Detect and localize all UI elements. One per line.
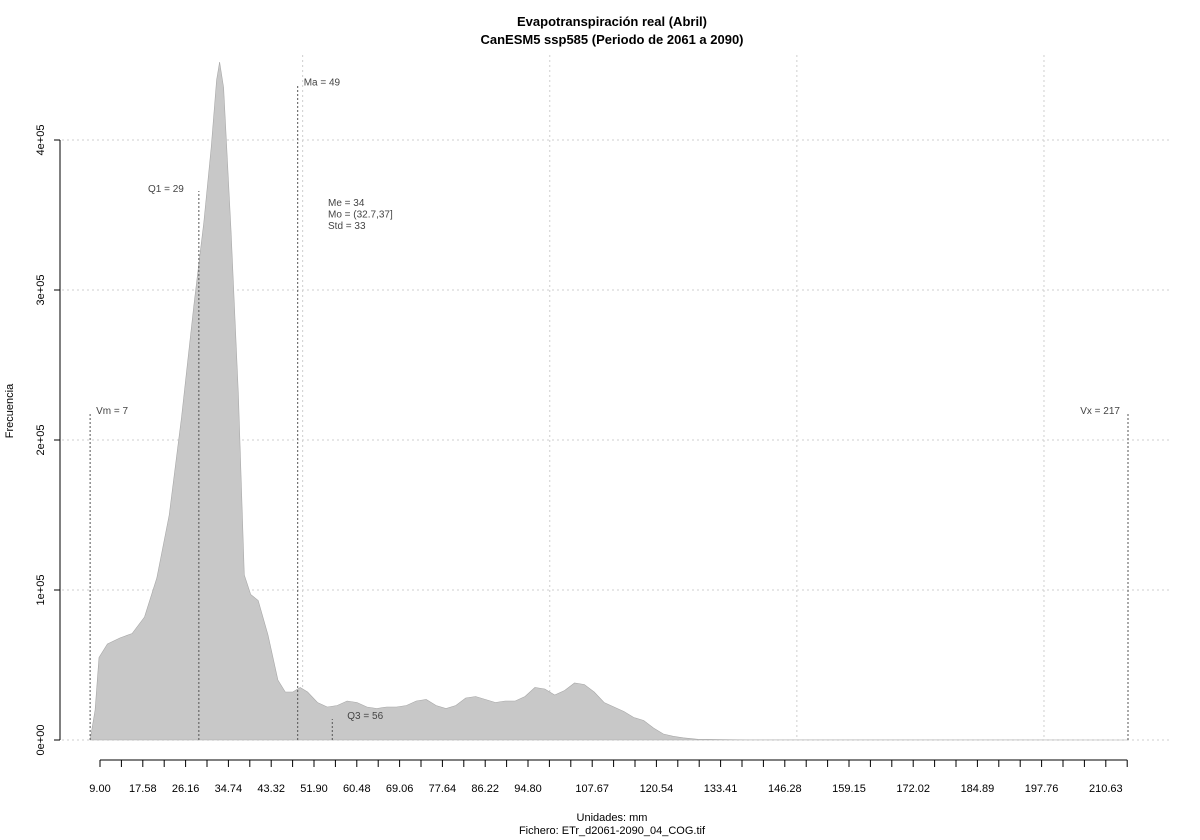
- x-tick-label: 172.02: [896, 783, 930, 795]
- x-tick-label: 9.00: [89, 783, 110, 795]
- x-tick-label: 107.67: [575, 783, 609, 795]
- y-tick-label: 3e+05: [35, 275, 47, 306]
- marker-label: Vm = 7: [96, 406, 128, 417]
- file-name-footer: Fichero: ETr_d2061-2090_04_COG.tif: [519, 825, 706, 837]
- y-tick-label: 2e+05: [35, 425, 47, 456]
- x-tick-label: 210.63: [1089, 783, 1123, 795]
- density-series: [89, 61, 1129, 741]
- y-tick-label: 4e+05: [35, 125, 47, 156]
- x-tick-label: 94.80: [514, 783, 542, 795]
- y-tick-label: 0e+00: [35, 725, 47, 756]
- x-tick-label: 43.32: [257, 783, 285, 795]
- stat-line: Mo = (32.7,37]: [328, 210, 393, 221]
- stat-line: Me = 34: [328, 198, 365, 209]
- marker-label: Vx = 217: [1080, 406, 1120, 417]
- x-tick-label: 159.15: [832, 783, 866, 795]
- x-tick-label: 34.74: [215, 783, 243, 795]
- y-axis: 0e+00 1e+05 2e+05 3e+05 4e+05: [35, 125, 61, 756]
- x-tick-label: 184.89: [961, 783, 995, 795]
- chart-subtitle: CanESM5 ssp585 (Periodo de 2061 a 2090): [480, 32, 743, 47]
- grid-lines: [62, 55, 1170, 741]
- y-axis-label: Frecuencia: [4, 383, 16, 438]
- x-tick-label: 120.54: [640, 783, 674, 795]
- x-axis: 9.00 17.58 26.16 34.74 43.32 51.90 60.48 69.06 7…: [89, 759, 1128, 795]
- stat-line: Std = 33: [328, 221, 366, 232]
- x-tick-label: 69.06: [386, 783, 414, 795]
- x-tick-label: 60.48: [343, 783, 371, 795]
- statistic-markers: Vm = 7 Q1 = 29 Ma = 49 Q3 = 56 Vx = 217: [89, 78, 1129, 740]
- x-tick-label: 197.76: [1025, 783, 1059, 795]
- y-tick-label: 1e+05: [35, 575, 47, 606]
- marker-label: Ma = 49: [304, 78, 341, 89]
- x-axis-label: Unidades: mm: [577, 812, 648, 824]
- x-tick-label: 51.90: [300, 783, 328, 795]
- marker-label: Q3 = 56: [347, 711, 383, 722]
- x-tick-label: 17.58: [129, 783, 157, 795]
- density-area: [89, 61, 1129, 741]
- x-tick-label: 26.16: [172, 783, 200, 795]
- x-tick-label: 86.22: [471, 783, 499, 795]
- marker-label: Q1 = 29: [148, 184, 184, 195]
- x-tick-label: 133.41: [704, 783, 738, 795]
- x-tick-label: 77.64: [429, 783, 457, 795]
- chart-title: Evapotranspiración real (Abril): [517, 14, 707, 29]
- x-tick-label: 146.28: [768, 783, 802, 795]
